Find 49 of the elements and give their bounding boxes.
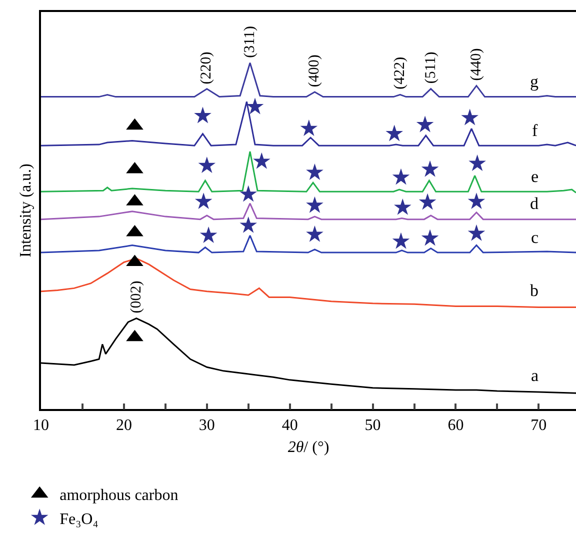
- series-label: a: [531, 366, 539, 385]
- point: [392, 168, 410, 185]
- point: [392, 232, 410, 249]
- point: [200, 226, 218, 243]
- point: [306, 196, 324, 213]
- y-axis-title: Intensity (a.u.): [18, 164, 35, 258]
- point: [306, 225, 324, 242]
- annotation: (511): [423, 52, 439, 84]
- x-tick-label: 70: [530, 416, 547, 434]
- annotation: (311): [242, 26, 258, 58]
- x-tick-label: 30: [198, 416, 215, 434]
- annotation: (422): [392, 56, 408, 90]
- legend-label: amorphous carbon: [60, 487, 178, 504]
- x-tick-label: 10: [33, 416, 49, 434]
- point: [246, 98, 264, 114]
- x-axis-title: 2θ/ (°): [288, 439, 330, 456]
- point: [252, 152, 270, 169]
- series-label: b: [530, 281, 538, 300]
- annotation: (400): [306, 54, 322, 88]
- point: [194, 192, 212, 210]
- annotation: (002): [128, 280, 145, 314]
- series-label: c: [531, 228, 539, 247]
- point: [461, 108, 478, 126]
- x-tick-label: 60: [448, 416, 464, 434]
- point: [394, 198, 412, 215]
- series-label: e: [531, 167, 539, 186]
- annotation: (440): [468, 48, 484, 81]
- x-tick-label: 50: [364, 416, 381, 434]
- series-label: f: [532, 121, 538, 140]
- legend-label: Fe₃O₄: [60, 510, 99, 528]
- point: [421, 229, 439, 246]
- point: [418, 193, 436, 210]
- point: [198, 156, 216, 174]
- point: [240, 216, 258, 233]
- x-tick-label: 40: [282, 416, 298, 434]
- point: [468, 224, 486, 241]
- point: [416, 116, 434, 132]
- point: [468, 192, 486, 210]
- x-tick-label: 20: [116, 416, 132, 434]
- series-label: d: [530, 194, 539, 213]
- point: [386, 124, 403, 142]
- point: [421, 160, 439, 177]
- series-label: g: [530, 72, 539, 91]
- point: [306, 164, 324, 180]
- point: [240, 185, 258, 202]
- annotation: (220): [198, 52, 215, 84]
- point: [194, 106, 212, 124]
- point: [300, 120, 318, 136]
- point: [468, 154, 486, 171]
